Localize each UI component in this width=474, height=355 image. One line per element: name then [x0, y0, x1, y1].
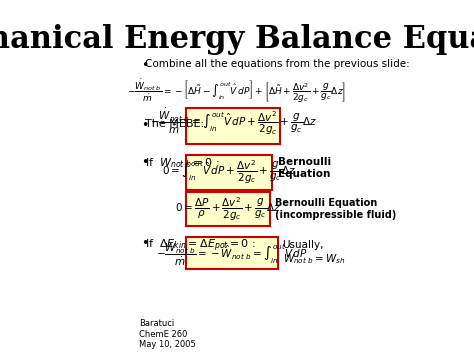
- Text: Combine all the equations from the previous slide:: Combine all the equations from the previ…: [145, 59, 410, 69]
- FancyBboxPatch shape: [186, 192, 270, 226]
- Text: Bernoulli Equation
(incompressible fluid): Bernoulli Equation (incompressible fluid…: [275, 198, 396, 220]
- FancyBboxPatch shape: [186, 108, 281, 143]
- Text: If  $\Delta E_{kin} = \Delta E_{pot} = 0$ :: If $\Delta E_{kin} = \Delta E_{pot} = 0$…: [145, 237, 255, 254]
- Text: $-\dfrac{\dot{W}_{not\ b}}{\dot{m}} = -\left[\Delta\tilde{H} - \int_{in}^{out}\h: $-\dfrac{\dot{W}_{not\ b}}{\dot{m}} = -\…: [128, 78, 346, 105]
- Text: Mechanical Energy Balance Equation: Mechanical Energy Balance Equation: [0, 24, 474, 55]
- FancyBboxPatch shape: [186, 237, 278, 269]
- Text: $0 = \int_{in}^{out}\hat{V}\,dP + \dfrac{\Delta v^2}{2g_c} + \dfrac{g}{g_c}\Delt: $0 = \int_{in}^{out}\hat{V}\,dP + \dfrac…: [162, 159, 296, 186]
- Text: If  $W_{not\ b} = 0$ :: If $W_{not\ b} = 0$ :: [145, 156, 219, 170]
- Text: Baratuci
ChemE 260
May 10, 2005: Baratuci ChemE 260 May 10, 2005: [139, 320, 196, 349]
- Text: •: •: [141, 119, 149, 132]
- Text: Bernoulli
Equation: Bernoulli Equation: [278, 157, 331, 179]
- Text: $-\dfrac{\dot{W}_{not\ b}}{\dot{m}} = \int_{in}^{out}\hat{V}\,dP + \dfrac{\Delta: $-\dfrac{\dot{W}_{not\ b}}{\dot{m}} = \i…: [150, 107, 317, 137]
- Text: $0 = \dfrac{\Delta P}{\rho} + \dfrac{\Delta v^2}{2g_c} + \dfrac{g}{g_c}\Delta z$: $0 = \dfrac{\Delta P}{\rho} + \dfrac{\De…: [174, 196, 281, 223]
- FancyBboxPatch shape: [186, 155, 272, 191]
- Text: •: •: [141, 156, 149, 169]
- Text: $-\dfrac{\dot{W}_{not\ b}}{\dot{m}} = -\hat{W}_{not\ b} = \int_{in}^{out}\hat{V}: $-\dfrac{\dot{W}_{not\ b}}{\dot{m}} = -\…: [156, 238, 308, 268]
- Text: •: •: [141, 237, 149, 250]
- Text: The MEBE:: The MEBE:: [145, 119, 204, 129]
- Text: •: •: [141, 59, 149, 72]
- Text: Usually,
$W_{not\ b} = W_{sh}$: Usually, $W_{not\ b} = W_{sh}$: [283, 240, 345, 266]
